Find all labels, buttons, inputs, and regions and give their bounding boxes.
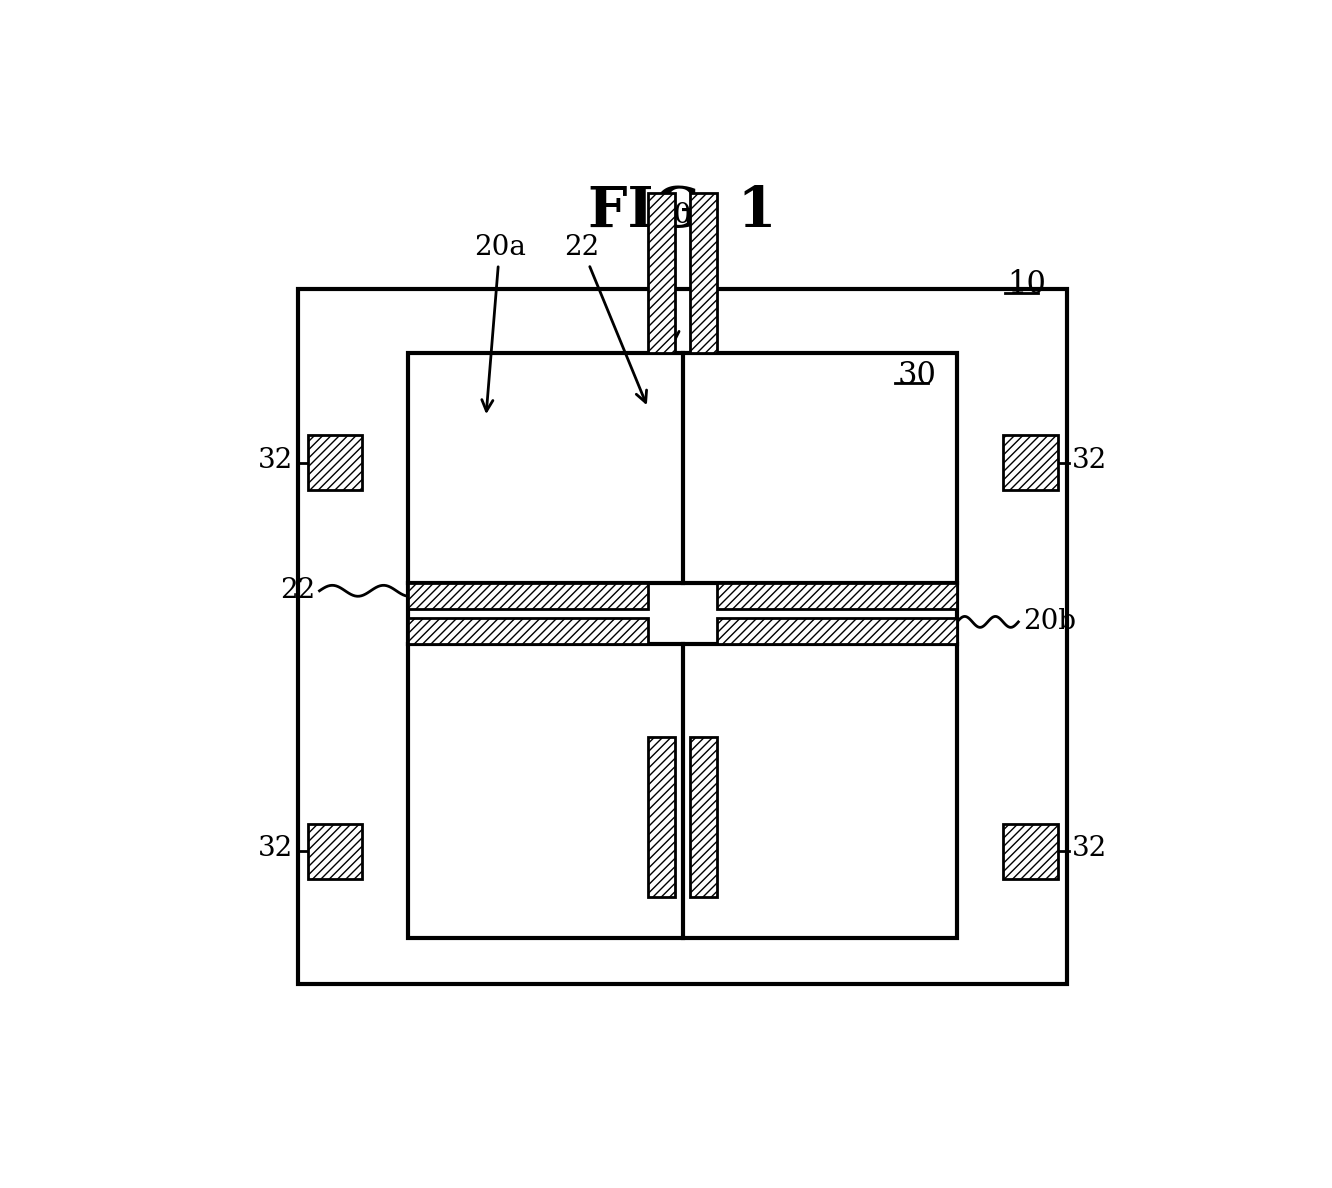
Bar	[690, 192, 718, 353]
Bar	[647, 737, 675, 897]
Bar	[298, 289, 1067, 984]
Bar	[690, 737, 718, 897]
Text: 32: 32	[1072, 448, 1108, 474]
Bar	[408, 618, 647, 644]
Text: 32: 32	[257, 835, 293, 862]
Bar	[408, 353, 958, 939]
Text: 32: 32	[1072, 835, 1108, 862]
Bar	[308, 824, 362, 879]
Text: 32: 32	[257, 448, 293, 474]
Bar	[1003, 435, 1058, 491]
Bar	[1003, 824, 1058, 879]
Text: 20a: 20a	[474, 234, 526, 411]
Text: 22: 22	[565, 234, 646, 403]
Text: 22: 22	[280, 577, 314, 605]
Text: 30: 30	[898, 360, 936, 391]
Bar	[718, 618, 958, 644]
Text: 10: 10	[1007, 268, 1046, 299]
Text: 20b: 20b	[1023, 608, 1076, 636]
Bar	[647, 192, 675, 353]
Bar	[408, 583, 647, 609]
Text: FIG. 1: FIG. 1	[589, 184, 777, 239]
Text: 20: 20	[655, 202, 691, 342]
Bar	[718, 583, 958, 609]
Bar	[308, 435, 362, 491]
